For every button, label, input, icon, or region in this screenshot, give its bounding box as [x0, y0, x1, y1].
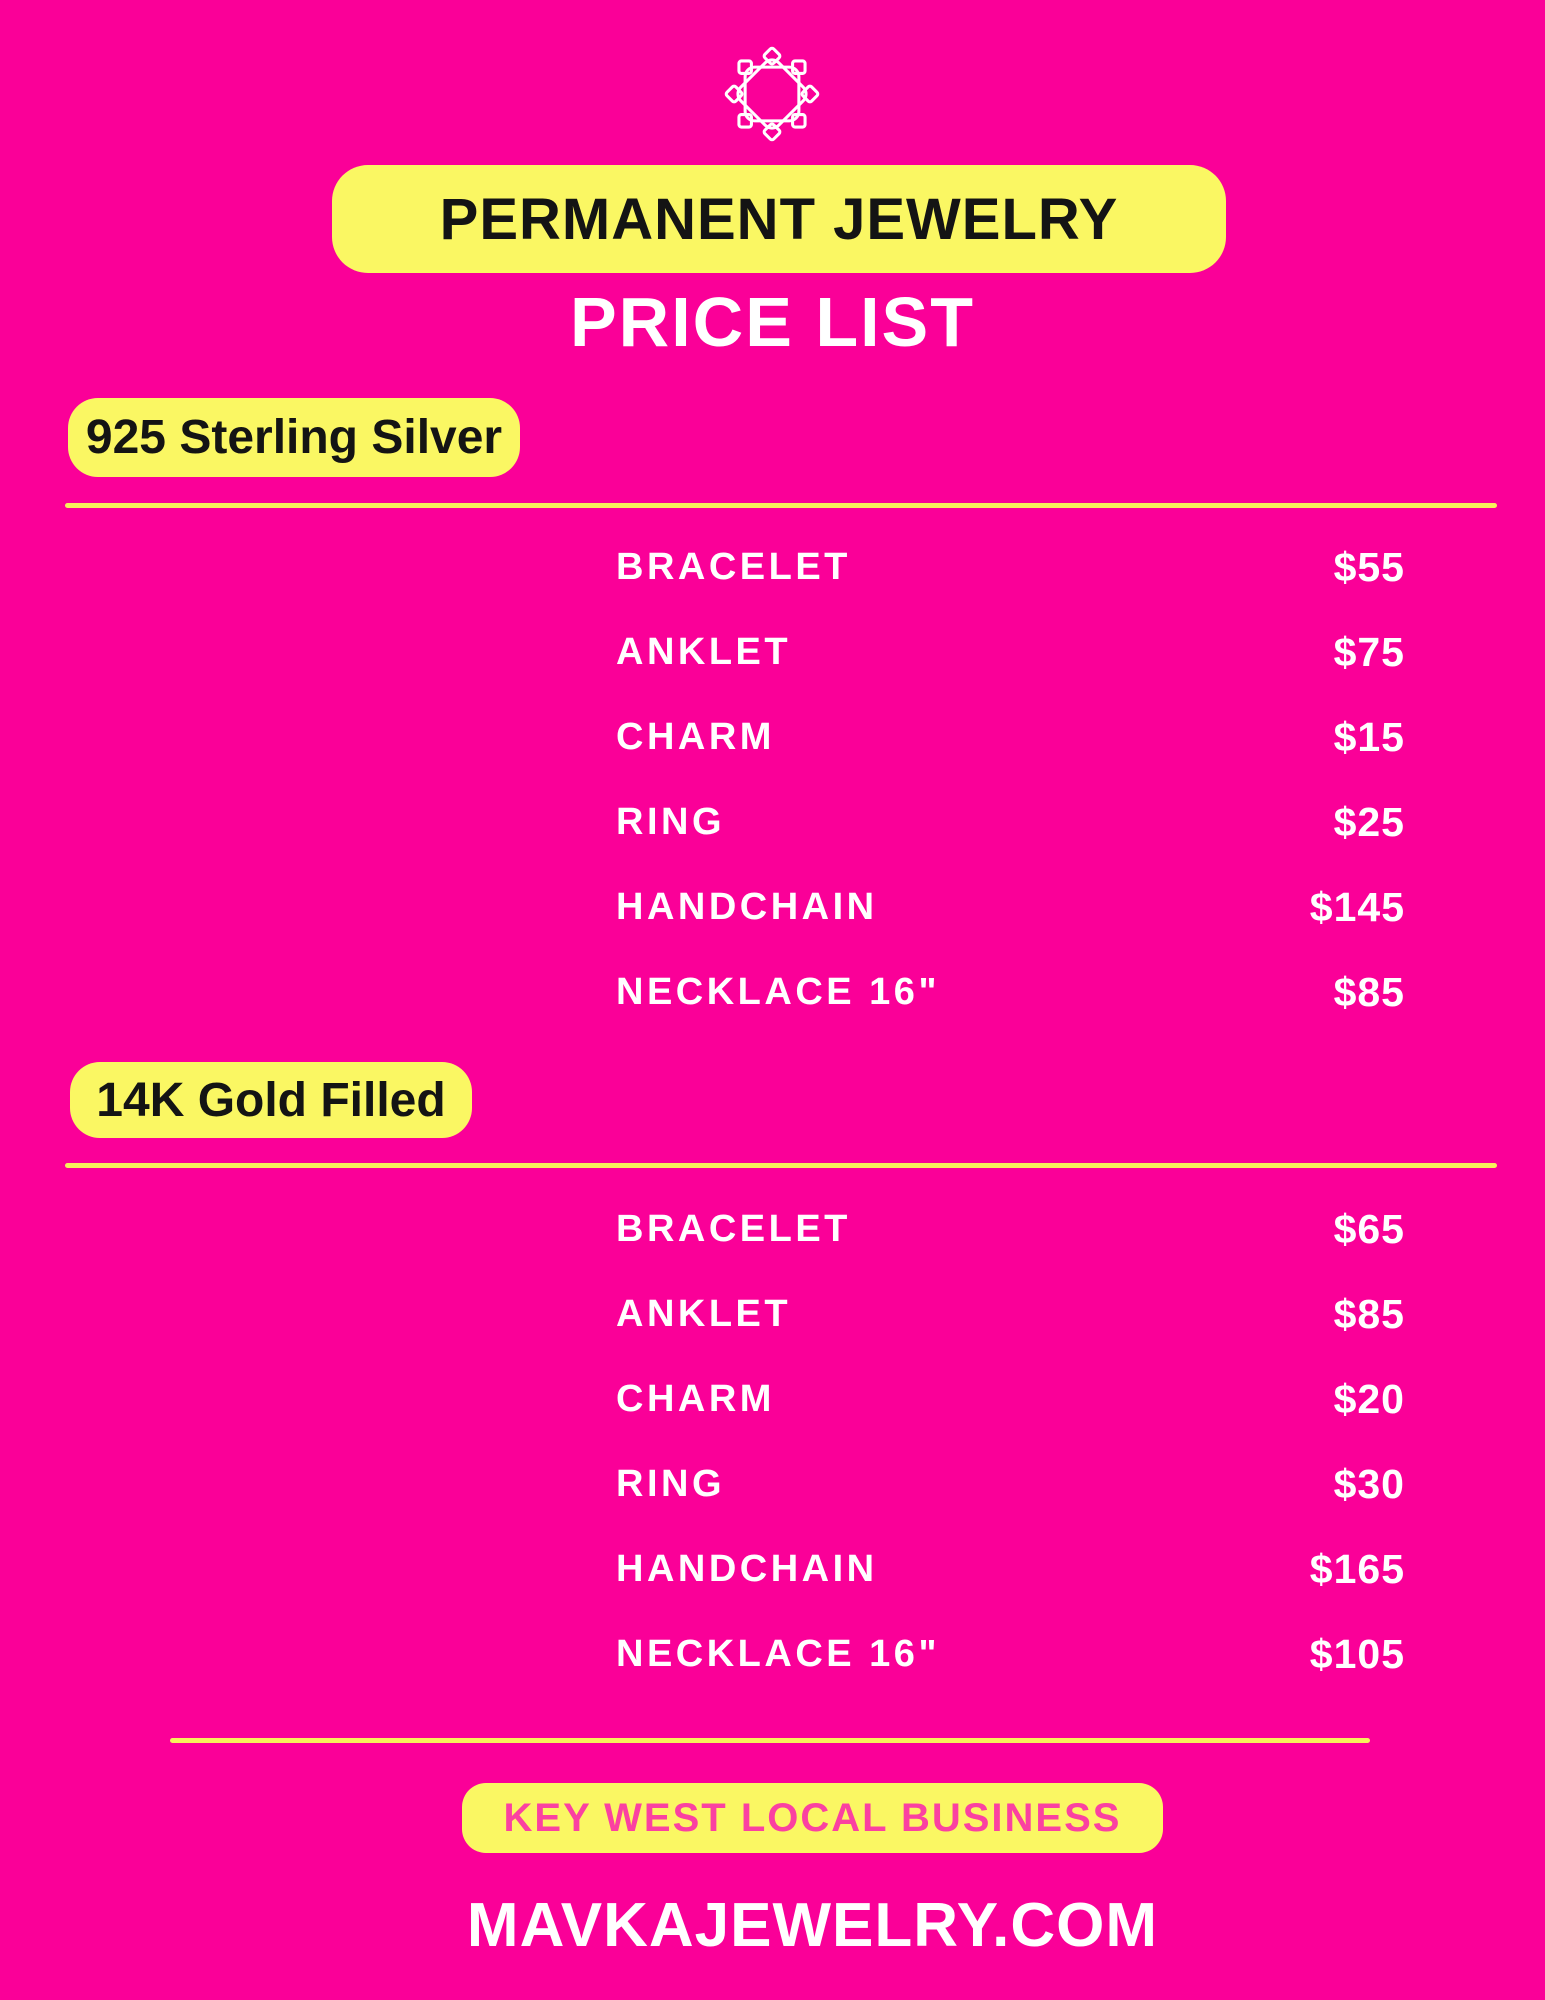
item-label: ANKLET [616, 631, 792, 673]
item-label: NECKLACE 16" [616, 1633, 940, 1675]
price-table-gold-filled: BRACELET $65 ANKLET $85 CHARM $20 RING $… [616, 1187, 1405, 1697]
price-row: NECKLACE 16" $105 [616, 1612, 1405, 1697]
item-label: BRACELET [616, 1208, 851, 1250]
item-price: $25 [1333, 799, 1405, 845]
item-label: RING [616, 801, 725, 843]
item-label: CHARM [616, 716, 775, 758]
item-price: $65 [1333, 1206, 1405, 1252]
item-price: $55 [1333, 544, 1405, 590]
item-label: NECKLACE 16" [616, 971, 940, 1013]
item-price: $20 [1333, 1376, 1405, 1422]
footer-badge-label: KEY WEST LOCAL BUSINESS [503, 1795, 1122, 1840]
section-badge-label: 925 Sterling Silver [85, 411, 503, 464]
item-price: $15 [1333, 714, 1405, 760]
item-price: $85 [1333, 969, 1405, 1015]
footer-divider [170, 1738, 1370, 1743]
price-row: ANKLET $85 [616, 1272, 1405, 1357]
price-table-sterling-silver: BRACELET $55 ANKLET $75 CHARM $15 RING $… [616, 525, 1405, 1035]
item-label: RING [616, 1463, 725, 1505]
section-divider [65, 503, 1497, 508]
item-label: CHARM [616, 1378, 775, 1420]
section-badge-label: 14K Gold Filled [96, 1073, 446, 1127]
page-subtitle: PRICE LIST [569, 283, 976, 361]
item-price: $105 [1309, 1631, 1405, 1677]
price-row: ANKLET $75 [616, 610, 1405, 695]
price-row: RING $30 [616, 1442, 1405, 1527]
price-row: BRACELET $55 [616, 525, 1405, 610]
item-price: $165 [1309, 1546, 1405, 1592]
item-price: $30 [1333, 1461, 1405, 1507]
item-price: $145 [1309, 884, 1405, 930]
price-row: RING $25 [616, 780, 1405, 865]
website-text: MAVKAJEWELRY.COM [466, 1891, 1159, 1960]
ornamental-knot-logo-icon [724, 46, 820, 142]
item-label: ANKLET [616, 1293, 792, 1335]
item-label: HANDCHAIN [616, 1548, 878, 1590]
item-label: BRACELET [616, 546, 851, 588]
item-label: HANDCHAIN [616, 886, 878, 928]
item-price: $85 [1333, 1291, 1405, 1337]
price-row: HANDCHAIN $145 [616, 865, 1405, 950]
price-row: CHARM $20 [616, 1357, 1405, 1442]
price-row: CHARM $15 [616, 695, 1405, 780]
price-row: NECKLACE 16" $85 [616, 950, 1405, 1035]
price-row: HANDCHAIN $165 [616, 1527, 1405, 1612]
footer-badge: KEY WEST LOCAL BUSINESS [462, 1783, 1163, 1853]
title-badge: PERMANENT JEWELRY [332, 165, 1226, 273]
section-badge-gold-filled: 14K Gold Filled [70, 1062, 472, 1138]
page-title: PERMANENT JEWELRY [439, 186, 1119, 252]
section-divider [65, 1163, 1497, 1168]
price-row: BRACELET $65 [616, 1187, 1405, 1272]
section-badge-sterling-silver: 925 Sterling Silver [68, 398, 520, 477]
item-price: $75 [1333, 629, 1405, 675]
